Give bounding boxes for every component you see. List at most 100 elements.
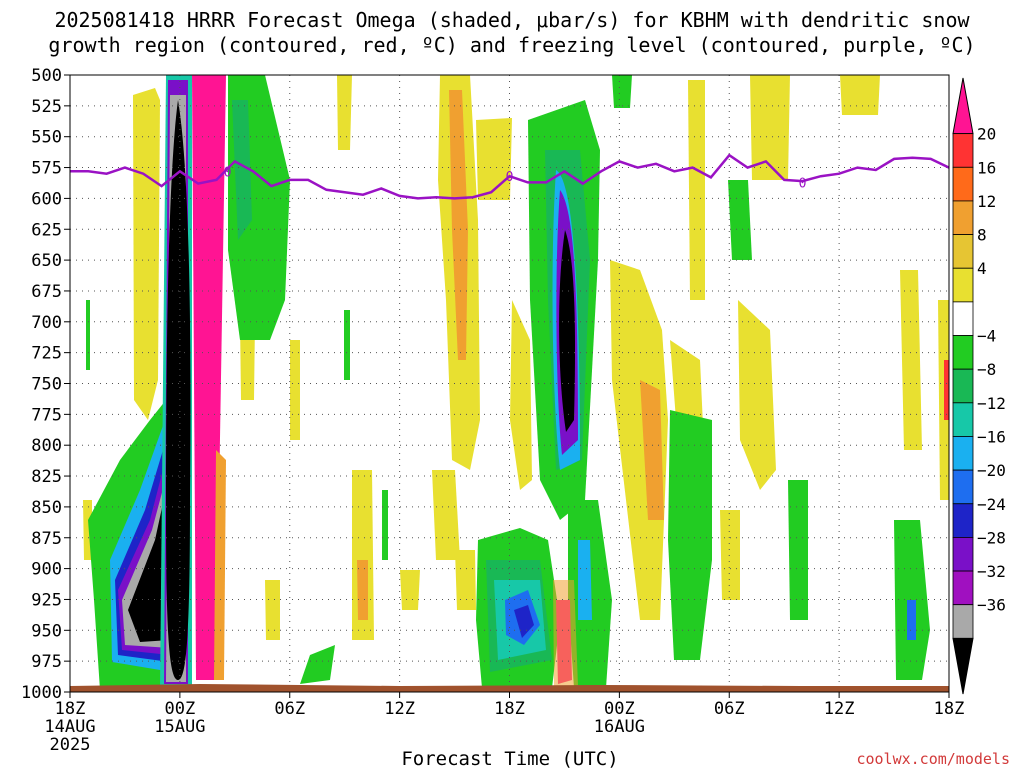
colorbar-swatch <box>952 436 974 471</box>
omega-positive-area <box>510 300 532 490</box>
colorbar-swatch <box>952 537 974 572</box>
colorbar-tick-label: −16 <box>977 427 1006 446</box>
colorbar-tick-label: −12 <box>977 394 1006 413</box>
y-tick-label: 500 <box>31 66 62 86</box>
credit-text: coolwx.com/models <box>856 750 1010 768</box>
y-tick-label: 675 <box>31 282 62 302</box>
omega-strong-negative-area <box>578 540 592 620</box>
colorbar-swatch <box>952 133 974 168</box>
freezing-level-labels: 0 0 0 <box>224 165 807 191</box>
colorbar-tick-label: 20 <box>977 125 996 144</box>
x-tick-label: 15AUG <box>154 717 205 737</box>
colorbar-swatch <box>952 166 974 202</box>
omega-negative-area <box>788 480 808 620</box>
colorbar-swatch <box>952 200 974 235</box>
y-tick-label: 725 <box>31 344 62 364</box>
colorbar-swatch <box>952 368 974 404</box>
grid-lines <box>70 75 949 692</box>
y-tick-label: 925 <box>31 590 62 610</box>
omega-strong-negative-area <box>907 600 916 640</box>
colorbar-tick-label: 16 <box>977 158 996 177</box>
omega-negative-area <box>612 75 632 108</box>
omega-positive-area <box>357 560 368 620</box>
y-tick-label: 600 <box>31 189 62 209</box>
y-tick-label: 550 <box>31 128 62 148</box>
colorbar-tick-label: −4 <box>977 327 996 346</box>
x-tick-label: 18Z <box>55 699 86 719</box>
omega-positive-area <box>553 580 578 688</box>
colorbar-tick-label: −28 <box>977 528 1006 547</box>
colorbar-tick-label: −32 <box>977 562 1006 581</box>
x-tick-label: 2025 <box>50 735 91 755</box>
omega-core <box>166 100 191 680</box>
freezing-level-label: 0 <box>799 176 807 191</box>
omega-positive-area <box>900 270 922 450</box>
colorbar-swatch <box>952 335 974 370</box>
y-tick-label: 1000 <box>21 683 62 703</box>
freezing-level-label: 0 <box>506 170 514 185</box>
y-tick-label: 850 <box>31 498 62 518</box>
y-tick-label: 575 <box>31 159 62 179</box>
y-axis: 500 525 550 575 600 625 650 675 700 725 750 775 800 8… <box>21 66 70 703</box>
x-tick-label: 16AUG <box>594 717 645 737</box>
omega-positive-area <box>476 118 512 200</box>
omega-positive-area <box>290 340 300 440</box>
colorbar-tick-label: −24 <box>977 495 1006 514</box>
omega-positive-area <box>400 570 420 610</box>
y-tick-label: 525 <box>31 97 62 117</box>
freezing-level-label: 0 <box>224 165 232 180</box>
x-tick-label: 06Z <box>714 699 745 719</box>
omega-positive-area <box>738 300 776 490</box>
x-tick-label: 14AUG <box>44 717 95 737</box>
y-tick-label: 950 <box>31 621 62 641</box>
y-tick-label: 875 <box>31 529 62 549</box>
x-tick-label: 06Z <box>274 699 305 719</box>
omega-positive-area <box>352 470 374 640</box>
omega-negative-area <box>232 100 252 240</box>
colorbar: 20 16 12 8 4 −4 −8 −12 −16 −20 −24 −28 −32 −36 <box>952 77 1006 695</box>
x-axis-title: Forecast Time (UTC) <box>401 748 618 768</box>
colorbar-top-arrow <box>952 77 974 135</box>
x-tick-label: 18Z <box>934 699 965 719</box>
omega-shading <box>83 75 949 690</box>
colorbar-swatch <box>952 402 974 437</box>
y-tick-label: 975 <box>31 652 62 672</box>
colorbar-tick-label: 12 <box>977 192 996 211</box>
y-tick-label: 775 <box>31 405 62 425</box>
omega-positive-area <box>214 450 226 680</box>
omega-positive-area <box>337 75 352 150</box>
omega-positive-area <box>455 550 476 610</box>
x-tick-label: 00Z <box>604 699 635 719</box>
y-tick-label: 625 <box>31 220 62 240</box>
chart-title-line1: 2025081418 HRRR Forecast Omega (shaded, … <box>54 8 970 32</box>
omega-negative-area <box>382 490 388 560</box>
omega-positive-area <box>265 580 280 640</box>
omega-negative-area <box>300 645 335 684</box>
y-tick-label: 800 <box>31 436 62 456</box>
omega-positive-area <box>610 260 668 620</box>
omega-negative-area <box>668 410 712 660</box>
terrain-strip <box>70 684 949 692</box>
colorbar-swatch <box>952 301 974 336</box>
chart-title-line2: growth region (contoured, red, ºC) and f… <box>48 33 975 57</box>
x-tick-label: 12Z <box>384 699 415 719</box>
colorbar-swatch <box>952 267 974 303</box>
omega-positive-area <box>133 88 160 420</box>
omega-positive-area <box>432 470 460 560</box>
colorbar-tick-label: −36 <box>977 596 1006 615</box>
freezing-level-contour <box>70 153 949 200</box>
omega-strong-positive-area <box>944 360 949 420</box>
y-tick-label: 650 <box>31 251 62 271</box>
colorbar-tick-label: −20 <box>977 461 1006 480</box>
colorbar-swatch <box>952 503 974 538</box>
colorbar-swatch <box>952 604 974 639</box>
omega-strong-negative-area <box>128 480 170 642</box>
omega-positive-area <box>688 80 705 300</box>
omega-core <box>559 230 576 432</box>
omega-positive-area <box>640 380 664 520</box>
omega-positive-area <box>83 500 92 560</box>
omega-negative-area <box>344 310 350 380</box>
x-tick-label: 12Z <box>824 699 855 719</box>
omega-positive-area <box>449 90 468 360</box>
